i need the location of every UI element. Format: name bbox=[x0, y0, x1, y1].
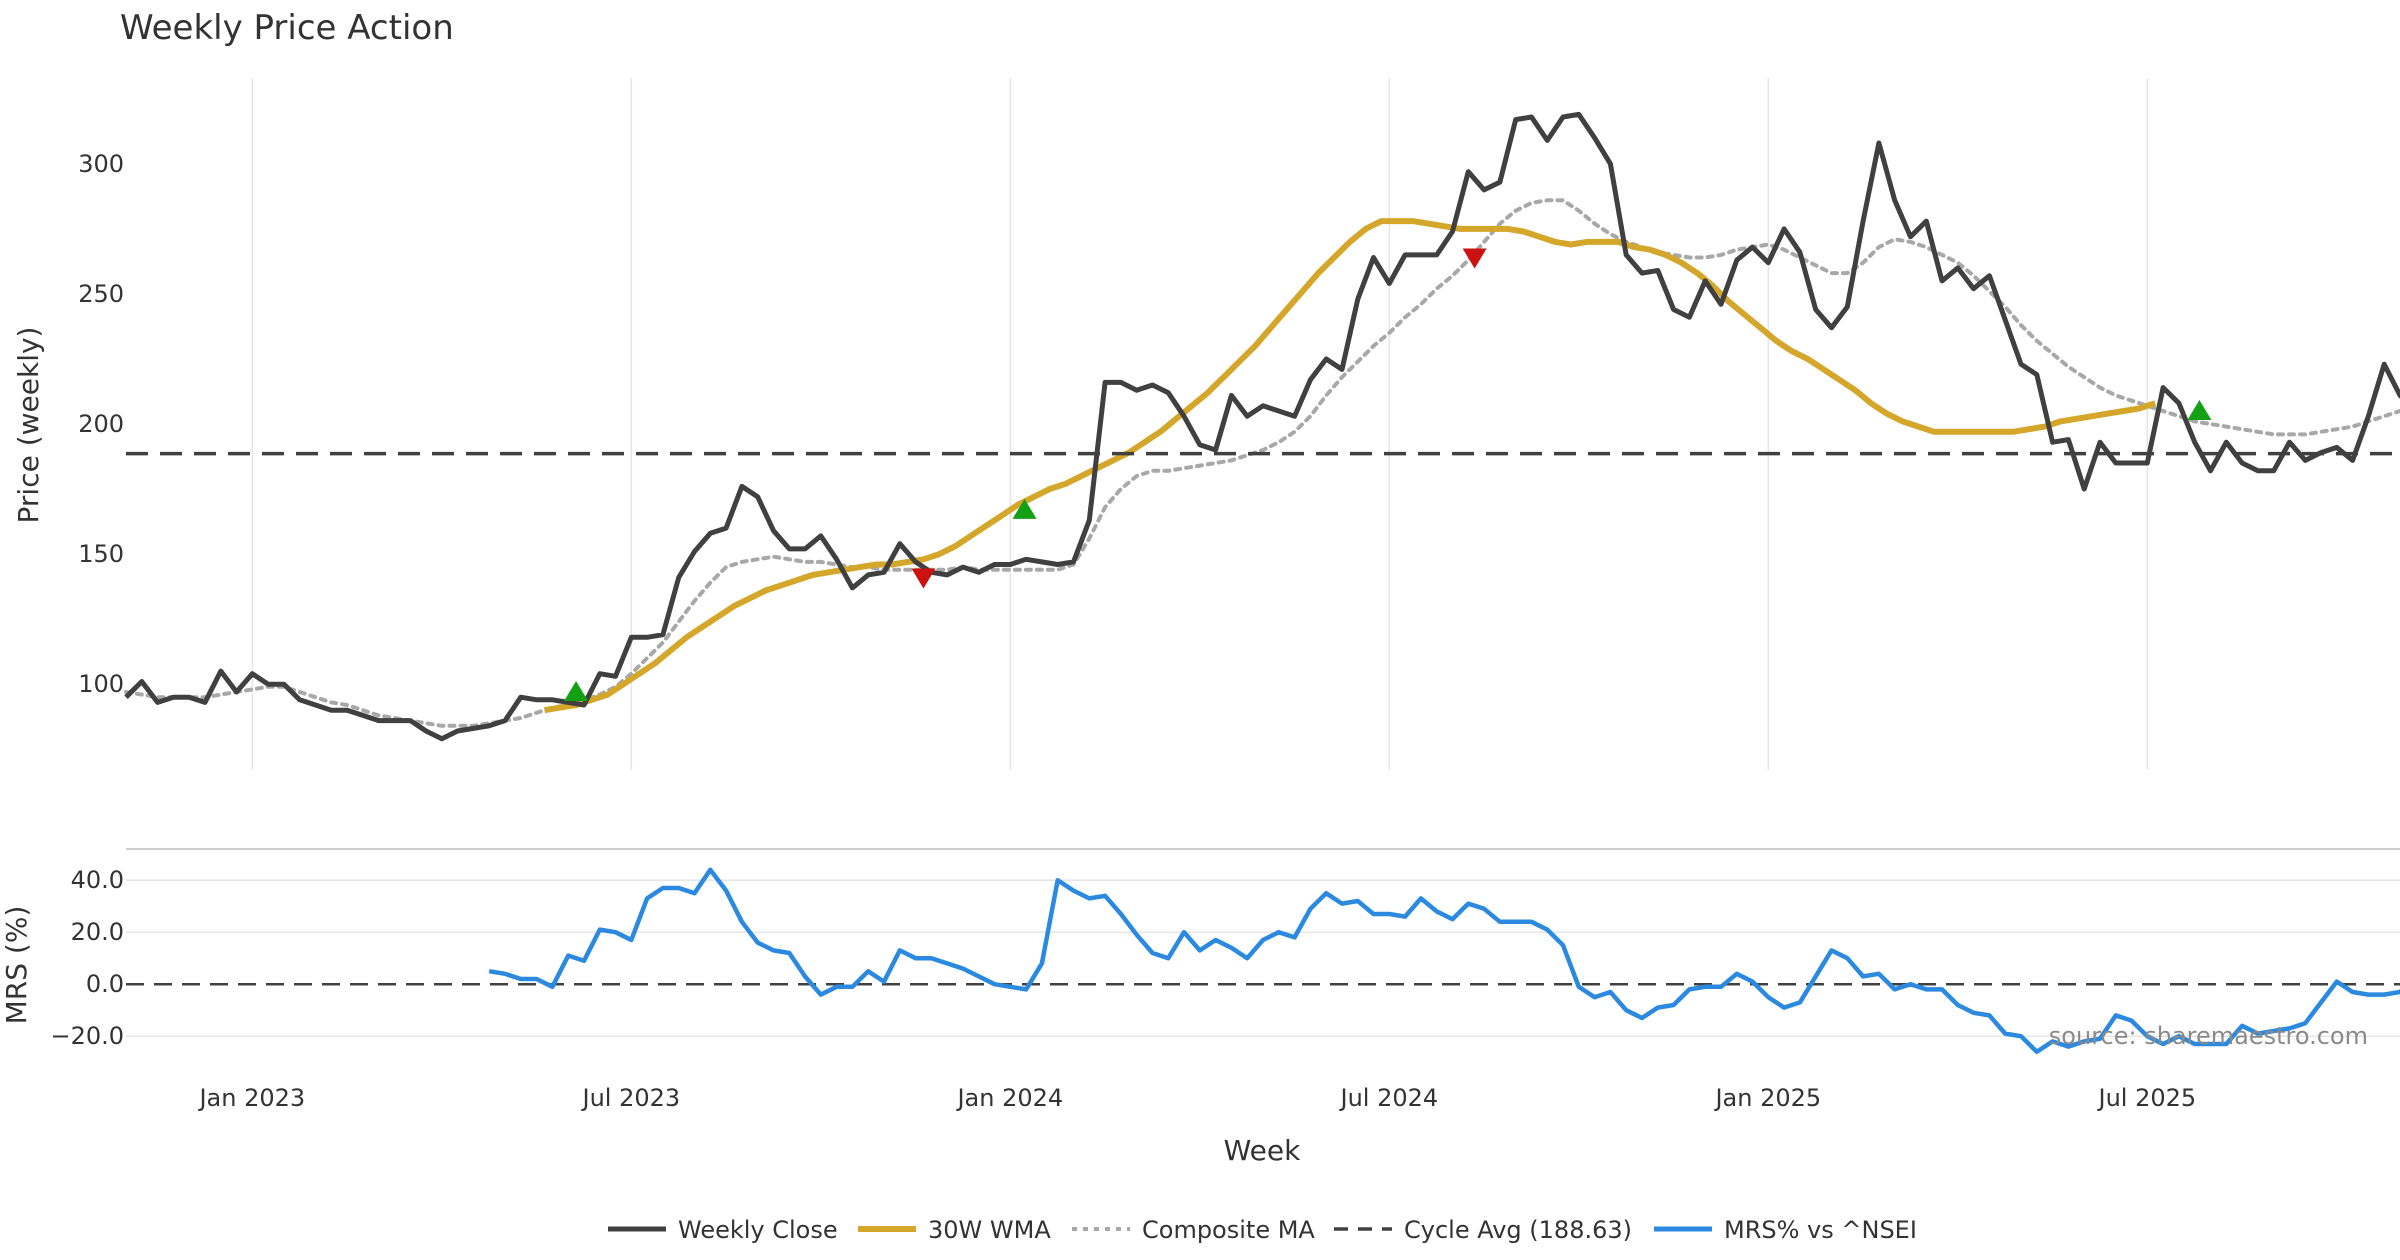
mrs-series bbox=[126, 867, 2400, 1055]
x-tick-label: Jan 2025 bbox=[1713, 1084, 1821, 1112]
x-ticks: Jan 2023 Jul 2023 Jan 2024 Jul 2024 Jan 2025… bbox=[197, 1084, 2196, 1112]
price-grid bbox=[251, 78, 2149, 770]
price-series bbox=[124, 111, 2400, 742]
buy-signal-marker bbox=[2187, 399, 2212, 420]
x-tick-label: Jul 2023 bbox=[580, 1084, 680, 1112]
chart-title: Weekly Price Action bbox=[120, 8, 454, 48]
legend: Weekly Close 30W WMA Composite MA Cycle Avg… bbox=[608, 1216, 1917, 1244]
mrs-y-tick-label: 20.0 bbox=[71, 918, 124, 946]
price-y-tick-label: 300 bbox=[78, 150, 124, 178]
signal-markers bbox=[564, 248, 2212, 701]
series-line-wma bbox=[544, 218, 2157, 714]
series-line-composite bbox=[124, 198, 2400, 728]
legend-item: Composite MA bbox=[1072, 1216, 1315, 1244]
price-y-tick-label: 250 bbox=[78, 280, 124, 308]
mrs-grid bbox=[126, 879, 2400, 1037]
series-line-mrs bbox=[488, 867, 2400, 1055]
legend-label: 30W WMA bbox=[928, 1216, 1051, 1244]
legend-item: Weekly Close bbox=[608, 1216, 838, 1244]
x-tick-label: Jan 2023 bbox=[197, 1084, 305, 1112]
price-y-tick-label: 100 bbox=[78, 670, 124, 698]
mrs-y-axis-title: MRS (%) bbox=[0, 906, 33, 1025]
mrs-y-tick-label: 40.0 bbox=[71, 866, 124, 894]
price-y-tick-label: 200 bbox=[78, 410, 124, 438]
buy-signal-marker bbox=[1012, 498, 1037, 519]
mrs-y-tick-label: −20.0 bbox=[50, 1022, 124, 1050]
legend-label: Weekly Close bbox=[678, 1216, 838, 1244]
legend-label: MRS% vs ^NSEI bbox=[1724, 1216, 1917, 1244]
x-axis-title: Week bbox=[1224, 1134, 1301, 1167]
price-y-ticks: 100 150 200 250 300 bbox=[78, 150, 124, 698]
price-y-axis-title: Price (weekly) bbox=[12, 327, 45, 524]
sell-signal-marker bbox=[911, 568, 936, 589]
legend-item: Cycle Avg (188.63) bbox=[1334, 1216, 1632, 1244]
legend-item: 30W WMA bbox=[858, 1216, 1051, 1244]
legend-label: Composite MA bbox=[1142, 1216, 1315, 1244]
series-line-close bbox=[124, 111, 2400, 742]
legend-label: Cycle Avg (188.63) bbox=[1404, 1216, 1632, 1244]
sell-signal-marker bbox=[1462, 248, 1487, 269]
price-y-tick-label: 150 bbox=[78, 540, 124, 568]
x-tick-label: Jan 2024 bbox=[955, 1084, 1063, 1112]
x-tick-label: Jul 2025 bbox=[2096, 1084, 2196, 1112]
buy-signal-marker bbox=[564, 680, 589, 701]
legend-item: MRS% vs ^NSEI bbox=[1654, 1216, 1917, 1244]
source-label: source: sharemaestro.com bbox=[2049, 1022, 2368, 1050]
mrs-y-tick-label: 0.0 bbox=[86, 970, 124, 998]
x-tick-label: Jul 2024 bbox=[1338, 1084, 1438, 1112]
mrs-y-ticks: 40.0 20.0 0.0 −20.0 bbox=[50, 866, 124, 1050]
